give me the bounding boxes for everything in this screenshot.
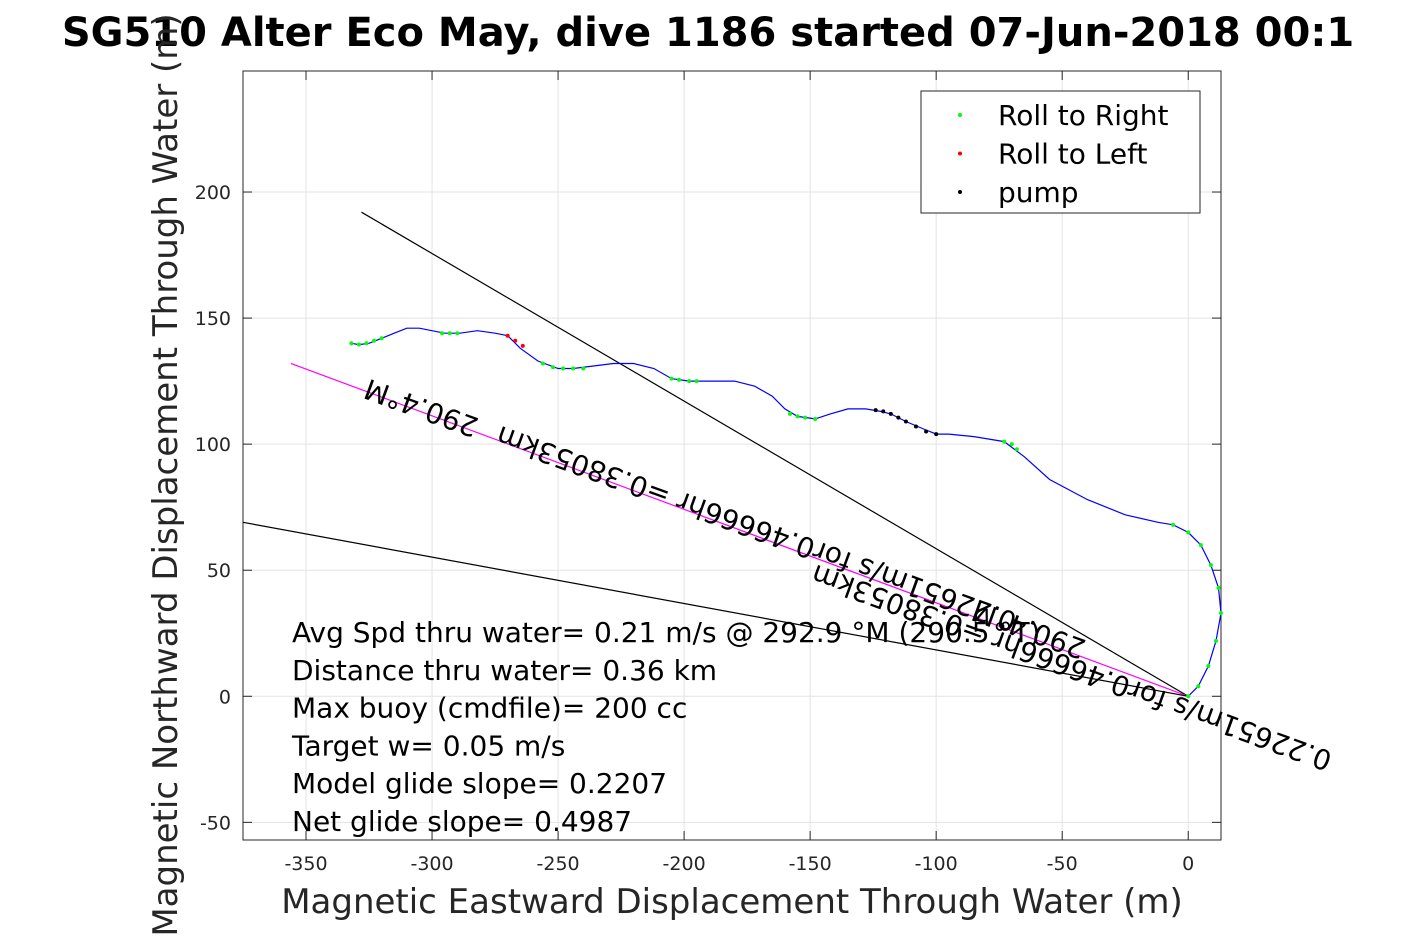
roll-right-point bbox=[440, 331, 445, 336]
stat-line: Distance thru water= 0.36 km bbox=[292, 654, 717, 687]
roll-right-point bbox=[447, 331, 452, 336]
plot-area-frame bbox=[242, 70, 1222, 841]
roll-right-point bbox=[540, 361, 545, 366]
stat-line: Avg Spd thru water= 0.21 m/s @ 292.9 °M … bbox=[292, 616, 1040, 649]
legend-marker bbox=[958, 151, 962, 156]
roll-right-point bbox=[1198, 543, 1203, 548]
x-tick-label: -50 bbox=[1047, 853, 1078, 875]
roll-right-point bbox=[364, 341, 369, 346]
roll-right-point bbox=[813, 416, 818, 421]
x-tick-label: 0 bbox=[1182, 853, 1194, 875]
roll-right-point bbox=[1186, 694, 1191, 699]
roll-right-point bbox=[669, 376, 674, 381]
pump-point bbox=[896, 415, 901, 420]
pump-point bbox=[924, 429, 929, 434]
chart-title: SG510 Alter Eco May, dive 1186 started 0… bbox=[62, 10, 1354, 56]
heading-line bbox=[242, 521, 1189, 697]
y-tick-label: 200 bbox=[195, 182, 231, 204]
pump-point bbox=[903, 419, 908, 424]
roll-right-point bbox=[803, 415, 808, 420]
roll-right-point bbox=[1196, 684, 1201, 689]
legend-marker bbox=[958, 190, 962, 194]
pump-point bbox=[914, 424, 919, 429]
roll-right-point bbox=[551, 365, 556, 370]
roll-left-point bbox=[505, 333, 510, 338]
y-axis-label: Magnetic Northward Displacement Through … bbox=[146, 13, 186, 936]
roll-right-point bbox=[1014, 447, 1019, 452]
roll-right-point bbox=[1171, 522, 1176, 527]
y-tick-label: -50 bbox=[200, 812, 231, 834]
heading-line bbox=[361, 211, 1189, 697]
roll-right-point bbox=[356, 342, 361, 347]
pump-point bbox=[881, 409, 886, 414]
heading-lines bbox=[242, 211, 1189, 697]
roll-left-point bbox=[513, 338, 518, 343]
roll-right-point bbox=[372, 338, 377, 343]
roll-right-point bbox=[687, 379, 692, 384]
pump-point bbox=[873, 408, 878, 413]
roll-right-point bbox=[1206, 664, 1211, 669]
roll-right-point bbox=[455, 331, 460, 336]
x-tick-label: -200 bbox=[663, 853, 706, 875]
roll-right-point bbox=[1219, 611, 1223, 616]
roll-right-point bbox=[795, 414, 800, 419]
roll-right-point bbox=[677, 377, 682, 382]
stat-line: Net glide slope= 0.4987 bbox=[292, 805, 632, 838]
roll-right-point bbox=[1216, 585, 1221, 590]
axis-ticks: -350 -300 -250 -200 -150 -100 -50 0 -50 0 50 100 150… bbox=[195, 71, 1221, 875]
pump-point bbox=[888, 411, 893, 416]
x-tick-label: -150 bbox=[789, 853, 832, 875]
roll-right-point bbox=[379, 336, 384, 341]
roll-right-point bbox=[571, 366, 576, 371]
legend-marker bbox=[958, 113, 962, 117]
heading-annotation: 0.22651m/s for0.46666hr =0.38053km bbox=[807, 558, 1336, 778]
roll-right-point bbox=[581, 366, 586, 371]
roll-right-point bbox=[787, 411, 792, 416]
roll-right-point bbox=[1213, 638, 1218, 643]
stat-line: Target w= 0.05 m/s bbox=[291, 729, 565, 762]
roll-right-point bbox=[1009, 442, 1014, 447]
legend-label: Roll to Right bbox=[998, 99, 1169, 132]
pump-point bbox=[934, 432, 939, 437]
y-tick-label: 0 bbox=[219, 686, 231, 708]
stat-line: Model glide slope= 0.2207 bbox=[292, 767, 667, 800]
legend: Roll to Right Roll to Left pump bbox=[920, 90, 1201, 214]
roll-right-point bbox=[694, 379, 699, 384]
roll-left-point bbox=[520, 343, 525, 348]
y-tick-label: 150 bbox=[195, 308, 231, 330]
roll-right-point bbox=[1208, 563, 1213, 568]
roll-right-point bbox=[561, 366, 566, 371]
roll-right-point bbox=[1002, 439, 1007, 444]
roll-right-point bbox=[349, 341, 354, 346]
x-tick-label: -100 bbox=[915, 853, 958, 875]
legend-label: pump bbox=[998, 176, 1079, 209]
x-tick-label: -350 bbox=[284, 853, 327, 875]
roll-right-point bbox=[1186, 530, 1191, 535]
heading-annotation: 290.4°M bbox=[360, 372, 482, 443]
x-tick-label: -300 bbox=[410, 853, 453, 875]
x-axis-label: Magnetic Eastward Displacement Through W… bbox=[281, 882, 1183, 922]
x-tick-label: -250 bbox=[537, 853, 580, 875]
legend-label: Roll to Left bbox=[998, 138, 1147, 171]
roll-markers bbox=[349, 331, 1223, 699]
stat-line: Max buoy (cmdfile)= 200 cc bbox=[292, 692, 687, 725]
y-tick-label: 50 bbox=[207, 560, 231, 582]
stats-block: Avg Spd thru water= 0.21 m/s @ 292.9 °M … bbox=[291, 616, 1040, 838]
legend-box bbox=[920, 90, 1201, 214]
y-tick-label: 100 bbox=[195, 434, 231, 456]
heading-line bbox=[290, 362, 1189, 697]
